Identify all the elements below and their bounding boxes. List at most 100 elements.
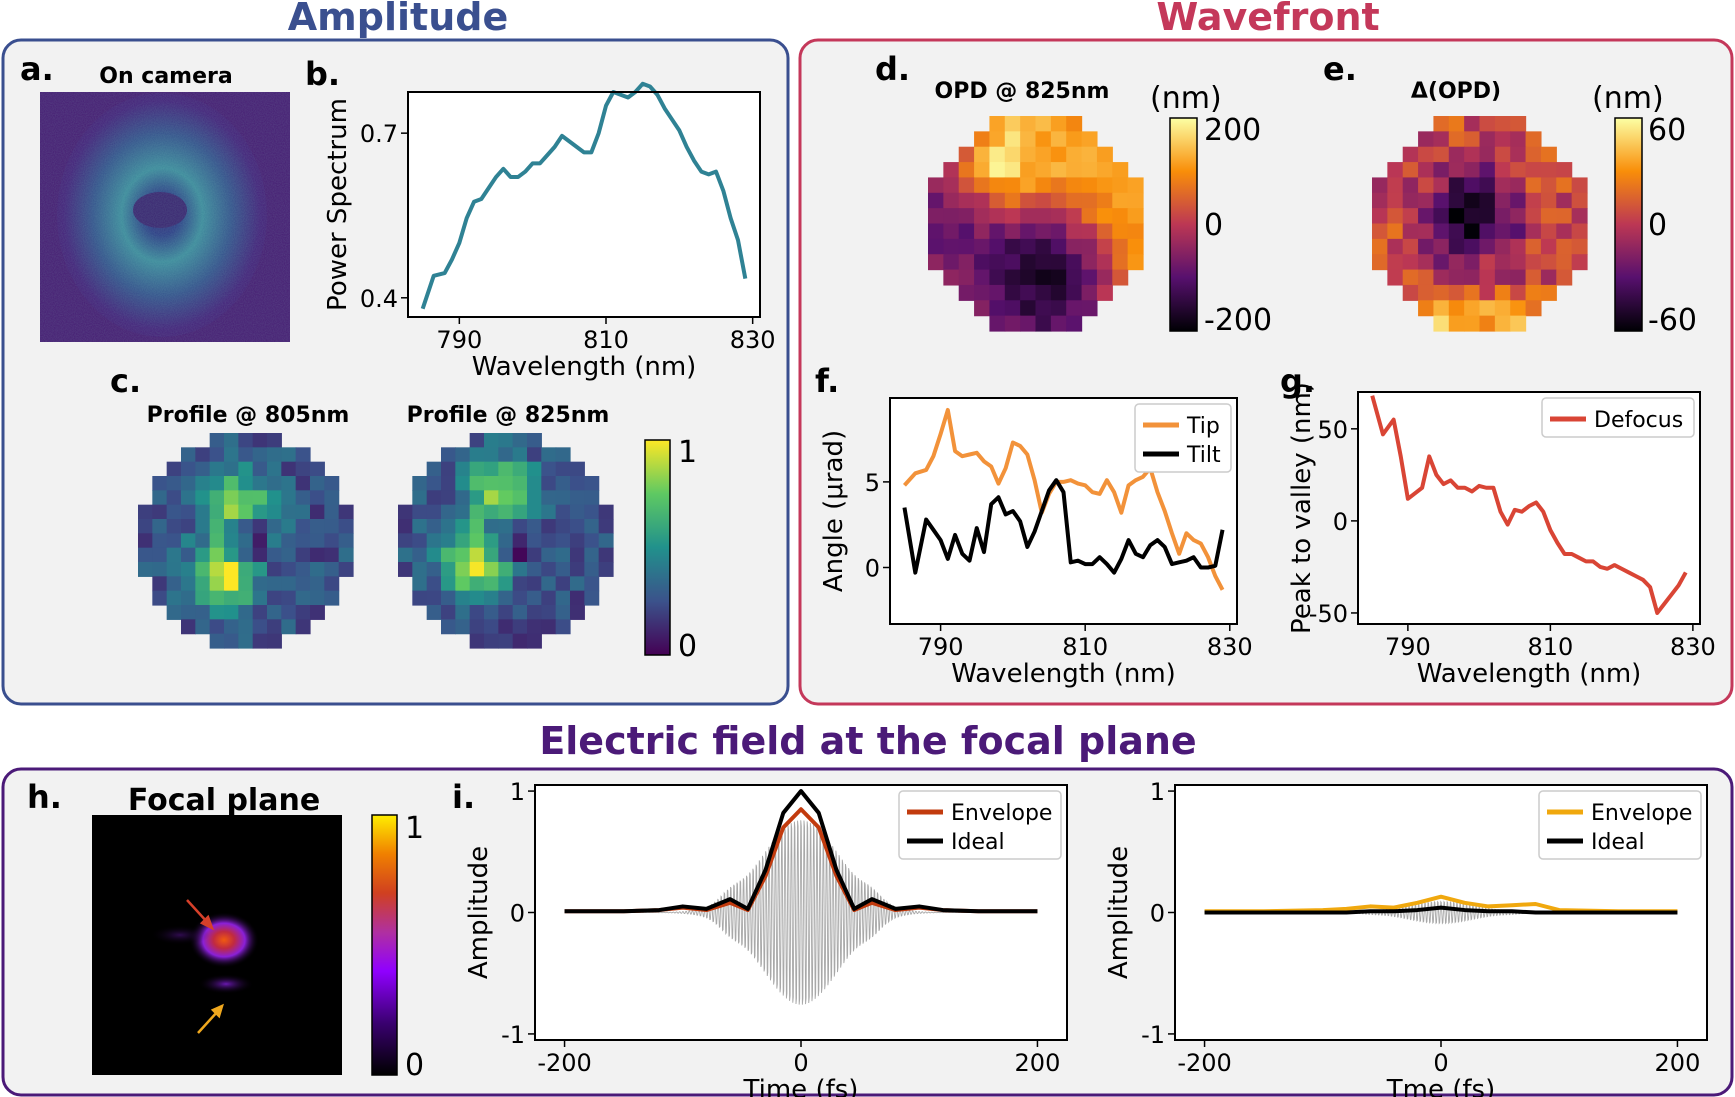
map-cell — [195, 533, 211, 549]
map-cell — [1066, 146, 1083, 163]
x-axis-label: Tme (fs) — [1386, 1075, 1495, 1097]
map-cell — [1066, 131, 1083, 148]
map-cell — [1402, 162, 1419, 179]
map-cell — [267, 562, 282, 577]
map-cell — [484, 533, 499, 549]
map-cell — [209, 504, 225, 520]
x-tick-label: 0 — [793, 1049, 808, 1077]
map-cell — [238, 590, 254, 606]
map-cell — [224, 590, 239, 606]
map-cell — [1556, 254, 1573, 271]
map-cell — [412, 547, 428, 563]
map-cell — [469, 490, 485, 506]
map-cell — [584, 590, 600, 606]
map-cell — [1556, 223, 1573, 240]
map-cell — [1525, 162, 1542, 179]
map-cell — [541, 476, 557, 491]
map-cell — [1571, 254, 1588, 271]
y-tick-label: 0 — [865, 555, 880, 583]
map-cell — [943, 162, 960, 179]
map-cell — [1066, 238, 1083, 255]
map-cell — [441, 447, 456, 463]
map-cell — [455, 562, 471, 577]
map-cell — [238, 533, 254, 549]
map-cell — [527, 490, 542, 506]
map-cell — [295, 605, 311, 620]
map-cell — [295, 533, 311, 549]
map-cell — [498, 461, 514, 477]
map-cell — [166, 490, 182, 506]
map-cell — [928, 223, 944, 240]
y-axis-label: Power Spectrum — [323, 98, 353, 311]
map-cell — [584, 547, 600, 563]
x-tick-label: 790 — [918, 633, 964, 661]
opd-unit: (nm) — [1150, 81, 1222, 116]
focal-cbar-min: 0 — [405, 1048, 424, 1083]
map-cell — [324, 476, 340, 491]
map-cell — [989, 131, 1006, 148]
map-cell — [310, 547, 325, 563]
map-cell — [484, 605, 499, 620]
arrow-main-spot — [186, 899, 215, 931]
map-cell — [267, 476, 282, 491]
map-cell — [1402, 254, 1419, 271]
map-cell — [512, 461, 528, 477]
map-cell — [1066, 192, 1083, 209]
map-cell — [281, 562, 297, 577]
map-cell — [989, 146, 1006, 163]
map-cell — [512, 562, 528, 577]
map-cell — [138, 547, 153, 563]
panel-h-letter: h. — [27, 778, 62, 816]
map-cell — [1418, 177, 1435, 194]
map-cell — [989, 284, 1006, 301]
map-cell — [512, 547, 528, 563]
map-cell — [1402, 208, 1419, 225]
map-cell — [138, 533, 153, 549]
map-cell — [958, 208, 975, 225]
legend-label: Tip — [1186, 414, 1220, 439]
map-cell — [958, 177, 975, 194]
map-cell — [281, 519, 297, 534]
map-cell — [181, 576, 196, 592]
map-cell — [974, 223, 991, 240]
map-cell — [928, 238, 944, 255]
map-cell — [324, 519, 340, 534]
map-cell — [426, 504, 442, 520]
map-cell — [1494, 238, 1511, 255]
map-cell — [267, 590, 282, 606]
map-cell — [1112, 254, 1129, 271]
map-cell — [224, 619, 239, 635]
x-tick-label: -200 — [1177, 1049, 1231, 1077]
opd-cbar-min: -200 — [1204, 303, 1272, 338]
map-cell — [310, 504, 325, 520]
map-cell — [1066, 315, 1083, 332]
map-cell — [1510, 284, 1527, 301]
map-cell — [224, 533, 239, 549]
map-cell — [1433, 116, 1450, 132]
y-axis-label: Peak to valley (nm) — [1287, 382, 1317, 634]
map-cell — [209, 461, 225, 477]
map-cell — [1540, 284, 1557, 301]
map-cell — [166, 576, 182, 592]
map-cell — [412, 476, 428, 491]
map-cell — [570, 605, 585, 620]
map-cell — [555, 461, 571, 477]
map-cell — [209, 490, 225, 506]
map-cell — [1418, 146, 1435, 163]
map-cell — [1464, 223, 1481, 240]
plot-frame — [407, 91, 761, 318]
map-cell — [1479, 116, 1496, 132]
map-cell — [1556, 162, 1573, 179]
map-cell — [570, 590, 585, 606]
map-cell — [1525, 284, 1542, 301]
map-cell — [541, 547, 557, 563]
map-cell — [1081, 146, 1098, 163]
map-cell — [498, 447, 514, 463]
map-cell — [1479, 300, 1496, 317]
map-cell — [1448, 208, 1465, 225]
map-cell — [974, 284, 991, 301]
map-cell — [943, 269, 960, 286]
series-tip — [902, 407, 1225, 591]
map-cell — [455, 461, 471, 477]
